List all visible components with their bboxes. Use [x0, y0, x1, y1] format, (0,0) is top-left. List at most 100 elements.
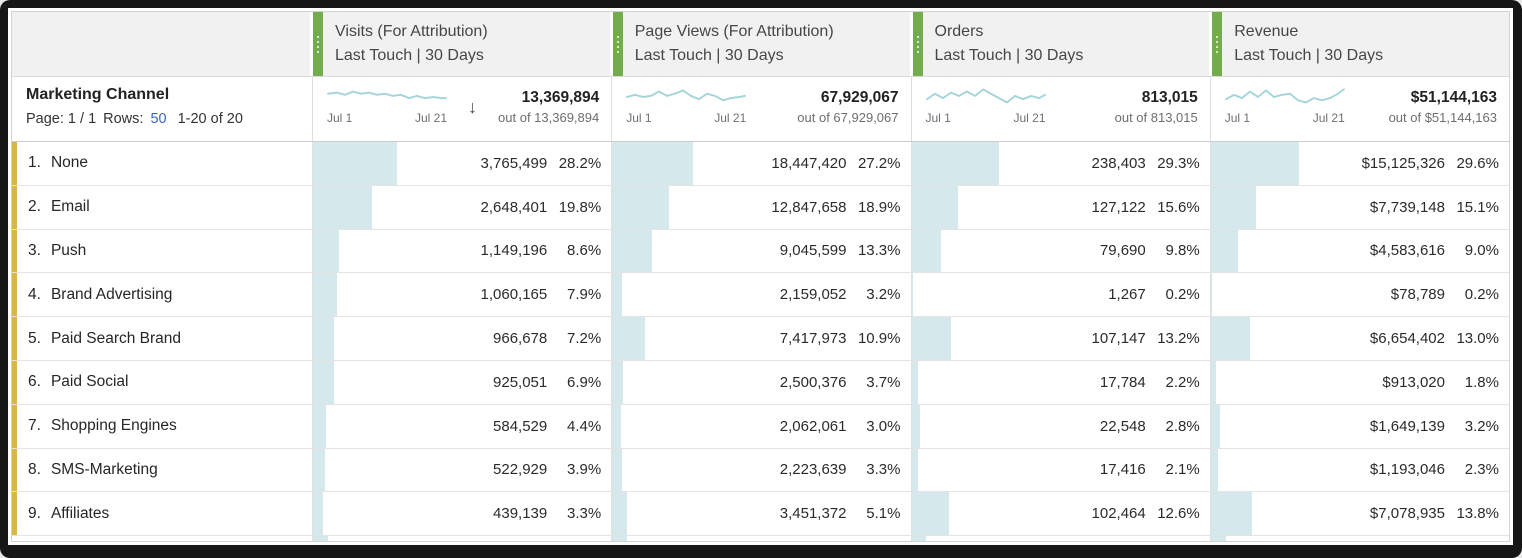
cell-percent: 29.6%: [1456, 154, 1499, 172]
cell-percent: 3.3%: [567, 505, 602, 523]
metric-cell-orders[interactable]: 79,690 9.8%: [910, 229, 1210, 273]
column-attribution-subtitle: Last Touch | 30 Days: [335, 47, 484, 64]
metric-cell-visits[interactable]: 584,529 4.4%: [312, 404, 611, 448]
metric-cell-orders[interactable]: 17,784 2.2%: [910, 360, 1210, 404]
metric-cell-orders[interactable]: 1,267 0.2%: [910, 273, 1210, 317]
metric-cell-page-views[interactable]: 12,847,658 18.9%: [611, 185, 910, 229]
metric-cell-revenue[interactable]: $15,125,326 29.6%: [1209, 142, 1509, 185]
column-header-visits[interactable]: Visits (For Attribution) Last Touch | 30…: [313, 12, 610, 76]
dimension-item-label: Shopping Engines: [50, 417, 177, 435]
metric-cell-revenue[interactable]: $78,789 0.2%: [1209, 273, 1509, 317]
cell-value: 127,122: [1091, 198, 1146, 216]
metric-cell-visits[interactable]: 1,149,196 8.6%: [312, 229, 611, 273]
dimension-item-cell[interactable]: 5. Paid Search Brand: [12, 317, 312, 360]
cell-percent: 13.8%: [1456, 505, 1499, 523]
metric-cell-visits[interactable]: 2,648,401 19.8%: [312, 185, 611, 229]
column-drag-handle-icon[interactable]: [313, 12, 323, 76]
dimension-item-cell[interactable]: 4. Brand Advertising: [12, 273, 312, 317]
pagination-bar: Page: 1 / 1 Rows: 50 1-20 of 20: [26, 111, 312, 127]
metric-cell-orders[interactable]: 17,416 2.1%: [910, 448, 1210, 492]
metric-cell-visits[interactable]: 439,139 3.3%: [312, 492, 611, 536]
dimension-item-cell[interactable]: 7. Shopping Engines: [12, 404, 312, 448]
cell-value: 7,417,973: [779, 330, 847, 348]
metric-cell-page-views[interactable]: 2,062,061 3.0%: [611, 404, 910, 448]
metric-cell-visits[interactable]: 1,060,165 7.9%: [312, 273, 611, 317]
metric-cell-page-views[interactable]: 3,451,372 5.1%: [611, 492, 910, 536]
metric-cell-revenue[interactable]: $4,583,616 9.0%: [1209, 229, 1509, 273]
totals-cell-revenue[interactable]: Jul 1 Jul 21 $51,144,163 out of $51,144,…: [1209, 77, 1509, 141]
dimension-title: Marketing Channel: [26, 86, 170, 103]
metric-cell-visits[interactable]: 522,929 3.9%: [312, 448, 611, 492]
cell-percent: 8.6%: [567, 242, 602, 260]
cell-percent: 13.0%: [1456, 330, 1499, 348]
cell-percentage-bar: [313, 404, 327, 448]
metric-cell-orders[interactable]: 102,464 12.6%: [910, 492, 1210, 536]
spark-start-date: Jul 1: [1224, 111, 1251, 125]
metric-cell-orders[interactable]: 127,122 15.6%: [910, 185, 1210, 229]
cell-percentage-bar: [1210, 448, 1218, 492]
cell-percent: 5.1%: [866, 505, 901, 523]
row-accent-stripe: [12, 185, 17, 229]
metric-cell-revenue[interactable]: $6,654,402 13.0%: [1209, 317, 1509, 360]
metric-cell-revenue[interactable]: $7,739,148 15.1%: [1209, 185, 1509, 229]
cell-percent: 10.9%: [857, 330, 901, 348]
metric-cell-visits[interactable]: 3,765,499 28.2%: [312, 142, 611, 185]
totals-cell-orders[interactable]: Jul 1 Jul 21 813,015 out of 813,015: [910, 77, 1210, 141]
dimension-item-cell[interactable]: 8. SMS-Marketing: [12, 448, 312, 492]
cell-percentage-bar: [911, 229, 941, 273]
cell-value: 102,464: [1091, 505, 1146, 523]
cell-percent: 12.6%: [1157, 505, 1200, 523]
dimension-item-cell[interactable]: 9. Affiliates: [12, 492, 312, 536]
metric-cell-revenue[interactable]: $1,193,046 2.3%: [1209, 448, 1509, 492]
cell-percent: 2.8%: [1165, 417, 1200, 435]
dimension-item-cell[interactable]: 6. Paid Social: [12, 360, 312, 404]
metric-cell-revenue[interactable]: $1,649,139 3.2%: [1209, 404, 1509, 448]
cell-percentage-bar: [612, 229, 652, 273]
metric-cell-revenue[interactable]: $7,078,935 13.8%: [1209, 492, 1509, 536]
column-total: 813,015: [1141, 89, 1198, 106]
rows-label: Rows:: [103, 111, 144, 127]
sort-descending-icon[interactable]: ↓: [468, 97, 478, 117]
metric-cell-visits[interactable]: 966,678 7.2%: [312, 317, 611, 360]
column-drag-handle-icon[interactable]: [912, 12, 923, 76]
spark-end-date: Jul 21: [1312, 111, 1345, 125]
metric-cell-page-views[interactable]: 7,417,973 10.9%: [611, 317, 910, 360]
cell-value: $1,649,139: [1369, 417, 1445, 435]
table-row: 3. Push 1,149,196 8.6% 9,045,599 13.3% 7…: [12, 229, 1509, 274]
metric-cell-page-views[interactable]: 2,500,376 3.7%: [611, 360, 910, 404]
metric-cell-page-views[interactable]: 9,045,599 13.3%: [611, 229, 910, 273]
page-background: Visits (For Attribution) Last Touch | 30…: [8, 8, 1513, 545]
cell-percentage-bar: [612, 273, 622, 317]
cell-percentage-bar: [313, 317, 335, 360]
cell-value: $1,193,046: [1369, 461, 1445, 479]
cell-percent: 1.8%: [1464, 373, 1499, 391]
column-total: 67,929,067: [820, 89, 899, 106]
metric-cell-orders[interactable]: 107,147 13.2%: [910, 317, 1210, 360]
totals-cell-page-views[interactable]: Jul 1 Jul 21 67,929,067 out of 67,929,06…: [611, 77, 910, 141]
metric-cell-page-views[interactable]: 18,447,420 27.2%: [611, 142, 910, 185]
metric-cell-revenue[interactable]: $913,020 1.8%: [1209, 360, 1509, 404]
column-header-page-views[interactable]: Page Views (For Attribution) Last Touch …: [612, 12, 910, 76]
metric-cell-page-views[interactable]: 2,159,052 3.2%: [611, 273, 910, 317]
column-header-revenue[interactable]: Revenue Last Touch | 30 Days: [1212, 12, 1509, 76]
cell-percent: 15.1%: [1456, 198, 1499, 216]
metric-cell-page-views[interactable]: 2,223,639 3.3%: [611, 448, 910, 492]
metric-cell-visits[interactable]: 925,051 6.9%: [312, 360, 611, 404]
cell-percent: 3.2%: [866, 286, 901, 304]
page-indicator: Page: 1 / 1: [26, 111, 97, 127]
column-drag-handle-icon[interactable]: [612, 12, 623, 76]
cell-percentage-bar: [1210, 317, 1250, 360]
dimension-item-cell[interactable]: 2. Email: [12, 185, 312, 229]
dimension-item-cell[interactable]: 1. None: [12, 142, 312, 185]
metric-cell-orders[interactable]: 238,403 29.3%: [910, 142, 1210, 185]
dimension-column-header[interactable]: [12, 12, 310, 76]
totals-cell-visits[interactable]: Jul 1 Jul 21 ↓ 13,369,894 out of 13,369,…: [312, 77, 611, 141]
column-drag-handle-icon[interactable]: [1212, 12, 1223, 76]
rows-per-page-select[interactable]: 50: [150, 111, 167, 127]
cell-percent: 13.3%: [857, 242, 901, 260]
cell-percent: 29.3%: [1157, 154, 1200, 172]
dimension-item-cell[interactable]: 3. Push: [12, 229, 312, 273]
column-header-orders[interactable]: Orders Last Touch | 30 Days: [912, 12, 1210, 76]
metric-cell-orders[interactable]: 22,548 2.8%: [910, 404, 1210, 448]
row-range-indicator: 1-20 of 20: [177, 111, 243, 127]
